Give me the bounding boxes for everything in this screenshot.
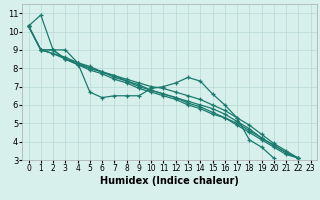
X-axis label: Humidex (Indice chaleur): Humidex (Indice chaleur) (100, 176, 239, 186)
